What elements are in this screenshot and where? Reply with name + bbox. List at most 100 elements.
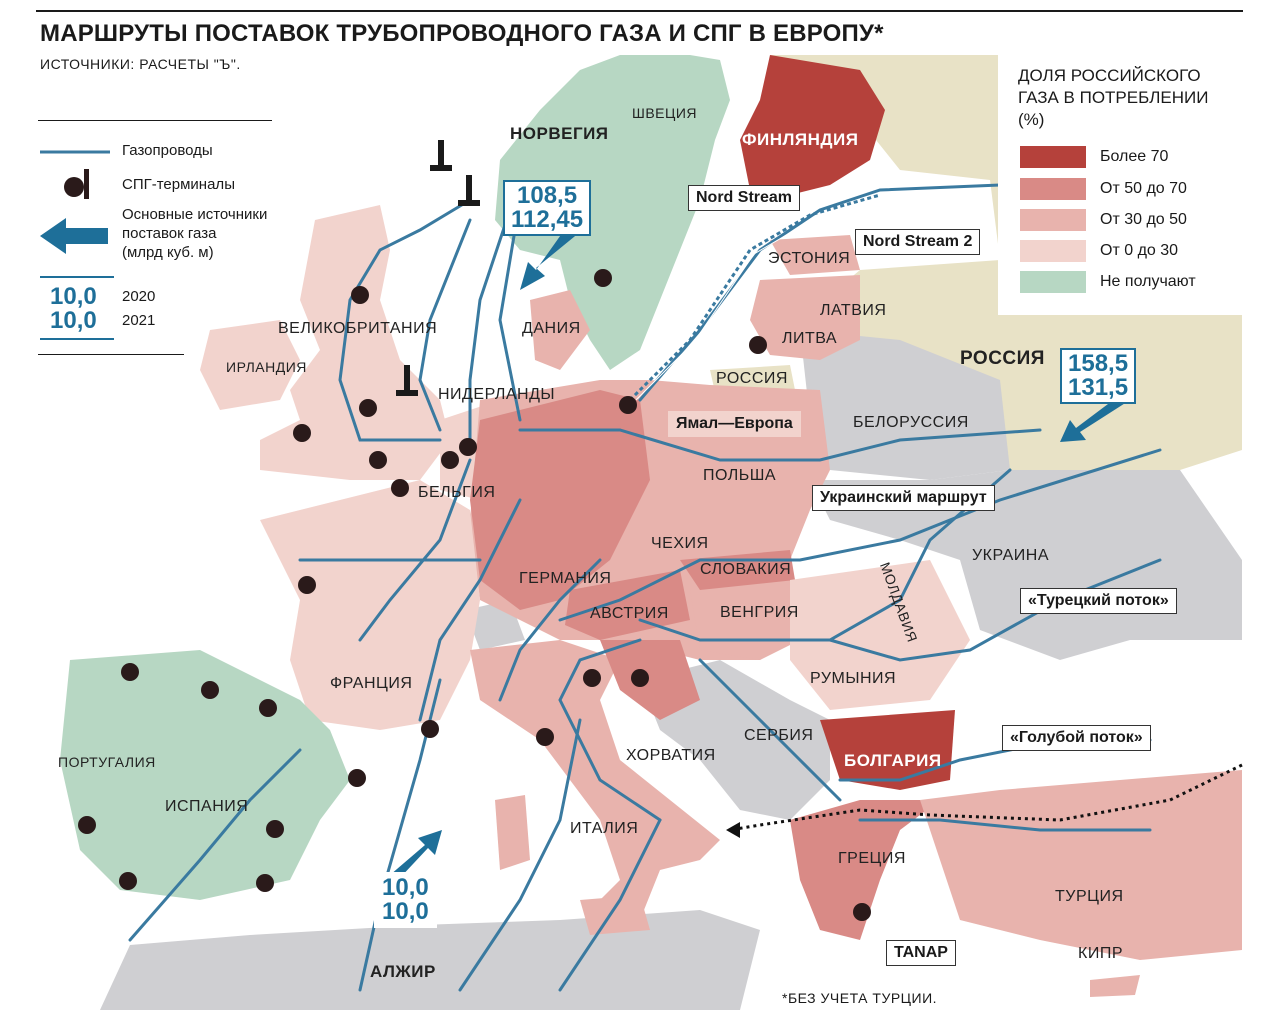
callout-yamal-europe: Ямал—Европа [668, 411, 801, 437]
flow-algeria-2020: 10,0 [382, 874, 429, 901]
top-rule [36, 10, 1243, 12]
label-germany: ГЕРМАНИЯ [519, 570, 612, 587]
label-latvia: ЛАТВИЯ [820, 302, 887, 319]
legend-main-sources-3: (млрд куб. м) [122, 244, 214, 261]
label-poland: ПОЛЬША [703, 467, 777, 484]
region-kaliningrad [710, 365, 795, 392]
label-russia: РОССИЯ [960, 348, 1045, 369]
nord-stream-2-line [628, 193, 881, 402]
legend-rule-top [38, 120, 272, 121]
legend-main-sources-2: поставок газа [122, 225, 217, 242]
flow-arrow-russia [1060, 392, 1130, 442]
label-denmark: ДАНИЯ [522, 320, 581, 337]
region-belarus [800, 330, 1010, 480]
callout-turkish-stream: «Турецкий поток» [1020, 588, 1177, 614]
region-cyprus [1090, 975, 1140, 997]
nord-stream-2-line-inner [635, 199, 883, 401]
lng-terminal-legend-icon [64, 169, 89, 199]
label-uk: ВЕЛИКОБРИТАНИЯ [278, 320, 438, 337]
callout-tanap: TANAP [886, 940, 956, 966]
legend-lng: СПГ-терминалы [122, 176, 235, 193]
legend-main-sources-1: Основные источники [122, 206, 268, 223]
legend-value-2020: 10,0 [50, 283, 97, 310]
label-turkey: ТУРЦИЯ [1055, 888, 1124, 905]
label-ukraine: УКРАИНА [972, 547, 1049, 564]
label-serbia: СЕРБИЯ [744, 727, 814, 744]
page-title: МАРШРУТЫ ПОСТАВОК ТРУБОПРОВОДНОГО ГАЗА И… [40, 20, 884, 47]
lng-terminal-icons [78, 269, 871, 921]
callout-blue-stream: «Голубой поток» [1002, 725, 1151, 751]
swatch-30-50 [1020, 209, 1086, 231]
region-turkey [920, 770, 1242, 960]
flow-russia-2021: 131,5 [1068, 374, 1129, 401]
flow-arrow-norway [520, 222, 580, 290]
legend-value-rule-bottom [40, 338, 114, 340]
legend-item-label: Не получают [1100, 273, 1196, 290]
region-sicily [580, 895, 650, 935]
label-italy: ИТАЛИЯ [570, 820, 639, 837]
region-sardinia [495, 795, 530, 870]
legend-value-2021: 10,0 [50, 307, 97, 334]
swatch-0-30 [1020, 240, 1086, 262]
region-france [260, 480, 480, 730]
legend-year-2020: 2020 [122, 288, 156, 305]
flow-box-norway: 108,5 112,45 [503, 180, 592, 236]
swatch-50-70 [1020, 178, 1086, 200]
region-greece [790, 800, 940, 940]
label-croatia: ХОРВАТИЯ [626, 747, 716, 764]
pipeline-legend-icon [40, 150, 110, 154]
footnote: *БЕЗ УЧЕТА ТУРЦИИ. [782, 990, 938, 1006]
region-denmark [530, 290, 590, 370]
region-estonia [770, 235, 860, 275]
label-sweden: ШВЕЦИЯ [632, 105, 698, 121]
region-slovenia-croatia [600, 640, 700, 720]
region-romania [790, 560, 970, 710]
label-norway: НОРВЕГИЯ [510, 124, 609, 143]
label-slovakia: СЛОВАКИЯ [700, 561, 792, 578]
label-cyprus: КИПР [1078, 945, 1123, 962]
flow-arrow-algeria [390, 830, 442, 880]
swatch-over-70 [1020, 146, 1086, 168]
region-austria [565, 570, 690, 640]
legend-title: ДОЛЯ РОССИЙСКОГО ГАЗА В ПОТРЕБЛЕНИИ (%) [1018, 66, 1209, 129]
legend-year-2021: 2021 [122, 312, 156, 329]
label-spain: ИСПАНИЯ [165, 798, 249, 815]
flow-box-russia: 158,5 131,5 [1060, 348, 1137, 404]
label-kaliningrad: РОССИЯ [716, 370, 788, 387]
flow-russia-2020: 158,5 [1068, 350, 1129, 377]
legend-item-label: От 30 до 50 [1100, 211, 1187, 228]
label-lithuania: ЛИТВА [782, 330, 838, 347]
flow-norway-2021: 112,45 [511, 206, 584, 233]
callout-nord-stream: Nord Stream [688, 185, 801, 211]
legend-item-label: Более 70 [1100, 148, 1169, 165]
flow-box-algeria: 10,0 10,0 [374, 872, 437, 928]
flow-algeria-2021: 10,0 [382, 898, 429, 925]
label-estonia: ЭСТОНИЯ [768, 250, 851, 267]
legend-item-label: От 0 до 30 [1100, 242, 1179, 259]
region-hungary [690, 590, 800, 660]
gas-platform-icon [396, 140, 480, 396]
legend-pipelines: Газопроводы [122, 142, 213, 159]
label-france: ФРАНЦИЯ [330, 675, 413, 692]
legend-value-rule-top [40, 276, 114, 278]
flow-arrow-legend-icon [40, 218, 108, 254]
region-uk [260, 205, 450, 480]
label-belgium: БЕЛЬГИЯ [418, 484, 496, 501]
label-netherlands: НИДЕРЛАНДЫ [438, 386, 556, 403]
label-algeria: АЛЖИР [370, 962, 436, 981]
label-finland: ФИНЛЯНДИЯ [742, 130, 859, 149]
callout-nord-stream-2: Nord Stream 2 [855, 229, 981, 255]
flow-norway-2020: 108,5 [517, 182, 578, 209]
label-hungary: ВЕНГРИЯ [720, 604, 799, 621]
label-belarus: БЕЛОРУССИЯ [853, 414, 969, 431]
legend-item-label: От 50 до 70 [1100, 180, 1187, 197]
region-bulgaria [820, 710, 955, 790]
legend-rule-bottom [38, 354, 184, 355]
region-finland [740, 55, 885, 195]
label-ireland: ИРЛАНДИЯ [226, 359, 307, 375]
swatch-none [1020, 271, 1086, 293]
sources-note: ИСТОЧНИКИ: РАСЧЕТЫ "Ъ". [40, 56, 241, 72]
label-romania: РУМЫНИЯ [810, 670, 897, 687]
label-bulgaria: БОЛГАРИЯ [844, 751, 942, 770]
